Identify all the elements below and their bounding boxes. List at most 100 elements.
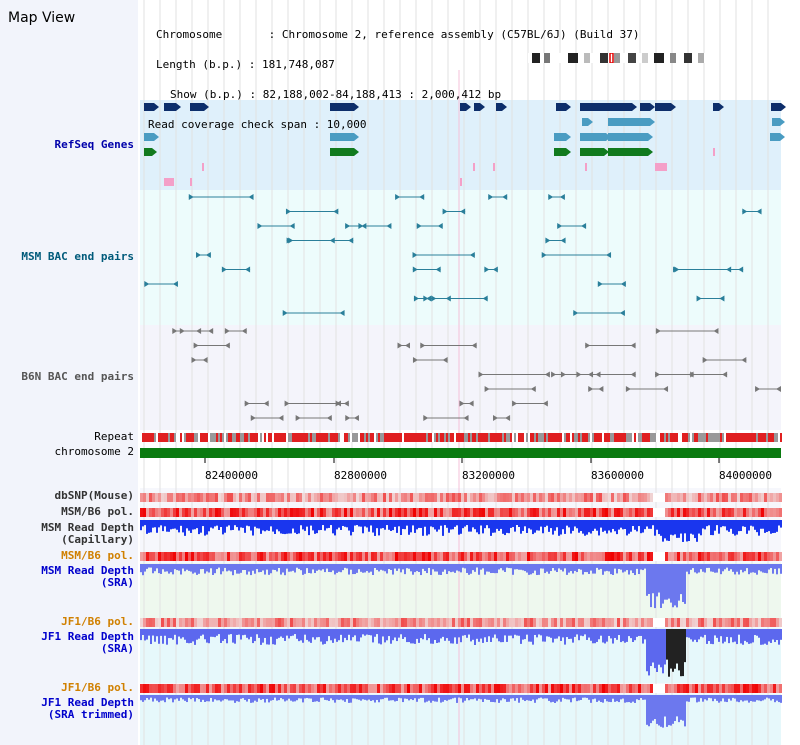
repeat-element xyxy=(562,433,564,442)
depth-bar xyxy=(254,695,256,701)
heat-cell xyxy=(368,684,371,693)
depth-bar xyxy=(412,564,414,575)
gene-strand-arrow xyxy=(719,103,724,111)
depth-bar xyxy=(284,520,286,535)
depth-bar xyxy=(580,564,582,570)
heat-cell xyxy=(218,508,221,517)
repeat-element xyxy=(640,433,642,442)
depth-bar xyxy=(684,629,686,663)
depth-bar xyxy=(496,564,498,574)
repeat-element xyxy=(700,433,702,442)
heat-cell xyxy=(146,684,149,693)
depth-bar xyxy=(576,564,578,573)
depth-bar xyxy=(606,629,608,642)
chromosome-ideogram[interactable] xyxy=(528,53,712,63)
track-label-dbsnp[interactable]: dbSNP(Mouse) xyxy=(54,489,134,502)
repeat-element xyxy=(186,433,188,442)
heat-cell xyxy=(494,618,497,627)
repeat-element xyxy=(178,433,180,442)
track-label-msm-bac[interactable]: MSM BAC end pairs xyxy=(21,250,134,263)
depth-bar xyxy=(296,564,298,568)
track-label-jf1-depth-sra[interactable]: JF1 Read Depth (SRA) xyxy=(41,631,134,655)
gene-feature xyxy=(330,103,354,111)
heat-cell xyxy=(650,508,653,517)
heat-cell xyxy=(197,552,200,561)
heat-cell xyxy=(407,618,410,627)
depth-bar xyxy=(168,695,170,700)
depth-bar xyxy=(686,629,688,638)
depth-bar xyxy=(562,520,564,530)
heat-cell xyxy=(560,684,563,693)
depth-bar xyxy=(170,520,172,530)
gene-feature xyxy=(770,133,780,141)
heat-cell xyxy=(383,508,386,517)
depth-bar xyxy=(766,520,768,532)
track-label-jf1-depth-trimmed[interactable]: JF1 Read Depth (SRA trimmed) xyxy=(41,697,134,721)
heat-cell xyxy=(452,508,455,517)
depth-bar xyxy=(742,629,744,645)
depth-bar xyxy=(162,520,164,532)
bac-end-marker xyxy=(576,371,582,378)
depth-bar xyxy=(530,695,532,702)
depth-bar xyxy=(218,695,220,701)
heat-cell xyxy=(395,618,398,627)
repeat-element xyxy=(670,433,672,442)
heat-cell xyxy=(551,508,554,517)
depth-bar xyxy=(358,629,360,642)
heat-cell xyxy=(326,493,329,502)
heat-cell xyxy=(515,618,518,627)
heat-cell xyxy=(191,508,194,517)
gene-strand-arrow xyxy=(566,133,571,141)
heat-cell xyxy=(176,508,179,517)
heat-cell xyxy=(686,493,689,502)
depth-bar xyxy=(150,520,152,533)
track-label-b6n-bac[interactable]: B6N BAC end pairs xyxy=(21,370,134,383)
depth-bar xyxy=(198,564,200,574)
bac-end-marker xyxy=(295,415,301,421)
depth-bar xyxy=(744,629,746,641)
depth-bar xyxy=(354,564,356,575)
depth-bar xyxy=(716,629,718,638)
depth-bar xyxy=(692,695,694,698)
heat-cell xyxy=(491,552,494,561)
repeat-element xyxy=(176,433,178,442)
depth-bar xyxy=(560,629,562,641)
label-line-2: (SRA trimmed) xyxy=(47,708,134,721)
bac-end-marker xyxy=(713,328,719,334)
depth-bar xyxy=(662,695,664,728)
depth-bar xyxy=(516,564,518,570)
depth-bar xyxy=(582,520,584,534)
heat-cell xyxy=(155,493,158,502)
bac-end-marker xyxy=(326,415,332,421)
heat-cell xyxy=(344,618,347,627)
bac-end-marker xyxy=(412,357,418,363)
depth-bar xyxy=(210,520,212,528)
heat-cell xyxy=(425,618,428,627)
track-label-msm-depth-capillary[interactable]: MSM Read Depth (Capillary) xyxy=(41,522,134,546)
heat-cell xyxy=(674,508,677,517)
depth-bar xyxy=(404,695,406,699)
gene-feature xyxy=(640,103,650,111)
ideogram-selection[interactable] xyxy=(609,53,614,63)
heat-cell xyxy=(614,493,617,502)
heat-cell xyxy=(716,684,719,693)
depth-bar xyxy=(504,629,506,636)
track-label-msm-depth-sra[interactable]: MSM Read Depth (SRA) xyxy=(41,565,134,589)
heat-cell xyxy=(323,552,326,561)
depth-bar xyxy=(358,564,360,570)
depth-bar xyxy=(584,520,586,536)
track-label-msm-b6-pol-2[interactable]: MSM/B6 pol. xyxy=(61,549,134,562)
track-label-jf1-b6-pol-1[interactable]: JF1/B6 pol. xyxy=(61,615,134,628)
repeat-element xyxy=(354,433,356,442)
repeat-element xyxy=(688,433,690,442)
track-label-refseq-genes[interactable]: RefSeq Genes xyxy=(54,138,134,151)
track-label-jf1-b6-pol-2[interactable]: JF1/B6 pol. xyxy=(61,681,134,694)
repeat-element xyxy=(210,433,212,442)
depth-bar xyxy=(554,629,556,639)
heat-cell xyxy=(338,618,341,627)
depth-bar xyxy=(624,629,626,643)
heat-cell xyxy=(578,508,581,517)
heat-cell xyxy=(218,493,221,502)
track-label-msm-b6-pol-1[interactable]: MSM/B6 pol. xyxy=(61,505,134,518)
bac-end-marker xyxy=(560,371,566,378)
